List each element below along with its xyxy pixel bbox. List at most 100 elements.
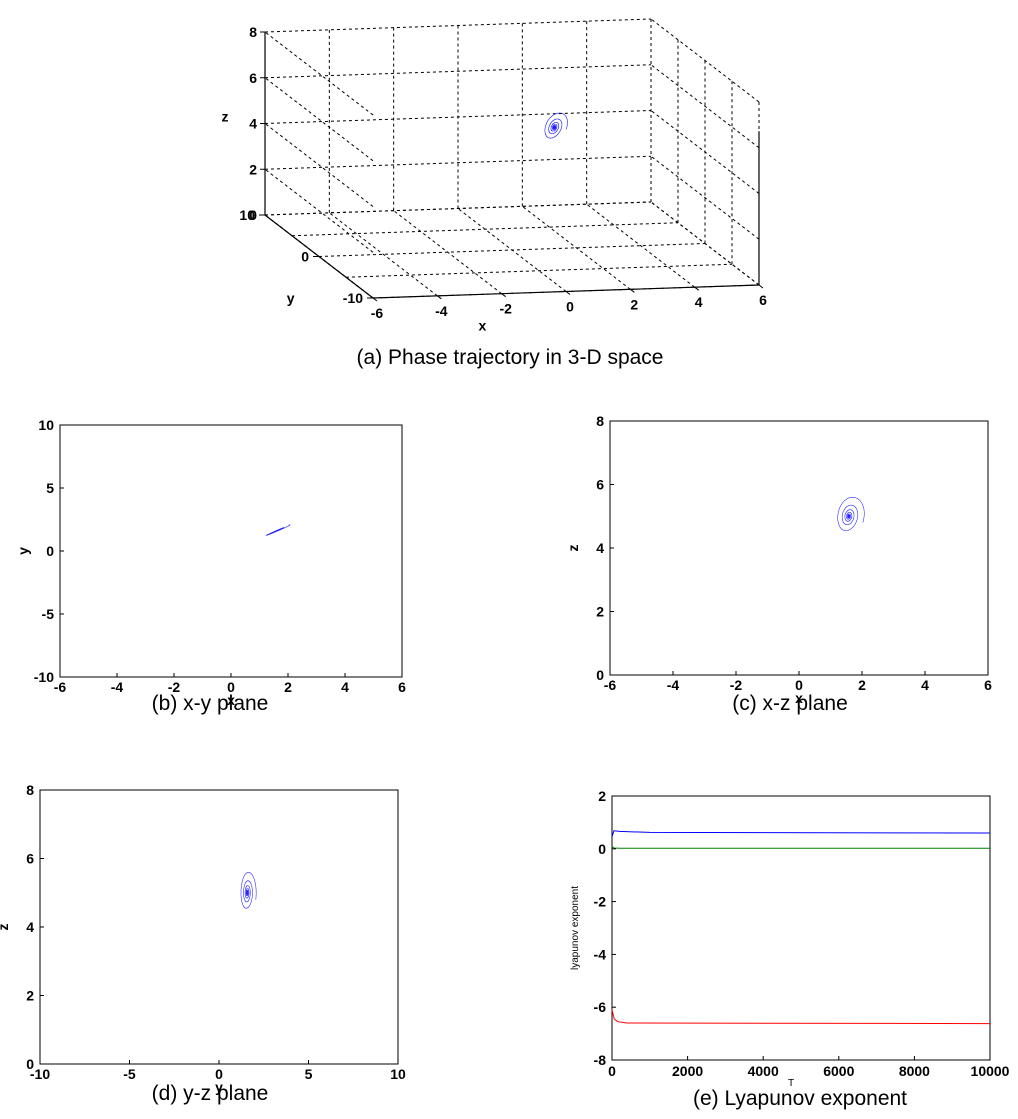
left-wall-grid-line xyxy=(264,123,374,207)
x-tick-label: -6 xyxy=(54,679,67,695)
floor-grid-line xyxy=(586,203,695,288)
plot-frame xyxy=(39,789,399,1065)
plot-frame xyxy=(59,424,403,678)
y-tick-label: 0 xyxy=(596,667,604,683)
x-tick-label: -4 xyxy=(435,303,448,319)
y-axis-label: lyapunov exponent xyxy=(570,886,581,970)
y-tick-label: 2 xyxy=(596,604,604,620)
chart-b-xy: -6 -4 -2 0 2 4 6 -10 -5 0 5 10 x y xyxy=(15,417,406,708)
x-tick-mark xyxy=(372,297,378,302)
y-tick-label: 4 xyxy=(596,540,604,556)
y-tick-label: 6 xyxy=(596,477,604,493)
y-tick-label: 2 xyxy=(26,988,34,1004)
z-tick-label: 4 xyxy=(249,116,257,132)
side-wall-grid-line xyxy=(650,110,760,194)
chart-e-lyapunov: 0 2000 4000 6000 8000 10000 -8 -6 -4 -2 0 2 Tlyapuno… xyxy=(570,788,1010,1089)
panel-b: -6 -4 -2 0 2 4 6 -10 -5 0 5 10 x y xyxy=(0,395,440,708)
x-tick-label: -6 xyxy=(371,305,384,321)
x-tick-label: -4 xyxy=(111,679,124,695)
caption-c: (c) x-z plane xyxy=(732,692,848,715)
x-tick-label: 2 xyxy=(284,679,292,695)
z-tick-label: 6 xyxy=(249,70,257,86)
x-tick-label: 4000 xyxy=(748,1063,779,1079)
left-wall-grid-line xyxy=(264,77,374,162)
x-tick-label: -2 xyxy=(730,677,743,693)
x-tick-label: 10 xyxy=(390,1066,406,1082)
lyapunov-series-2 xyxy=(611,845,990,849)
y-tick-label: -10 xyxy=(343,290,363,306)
plot-frame xyxy=(611,795,991,1061)
panel-d: -10 -5 0 5 10 0 2 4 6 8 y z xyxy=(0,770,440,1095)
side-wall-grid-line xyxy=(650,155,760,240)
caption-b: (b) x-y plane xyxy=(151,692,269,715)
x-tick-label: 2 xyxy=(630,296,638,312)
x-tick-label: 2 xyxy=(858,677,866,693)
x-tick-mark xyxy=(694,286,699,291)
floor-grid-line xyxy=(318,243,706,257)
x-tick-label: -5 xyxy=(123,1066,136,1082)
x-tick-label: 10000 xyxy=(971,1063,1010,1079)
z-tick-label: 8 xyxy=(249,24,257,40)
x-tick-label: 2000 xyxy=(672,1063,703,1079)
lyapunov-series-1 xyxy=(611,830,991,838)
floor-grid-line xyxy=(291,222,679,237)
x-axis-label: x xyxy=(478,317,486,333)
x-tick-label: -2 xyxy=(499,301,512,317)
x-tick-label: 0 xyxy=(608,1063,616,1079)
y-tick-label: 10 xyxy=(38,417,54,433)
side-wall-grid-line xyxy=(650,18,760,103)
chart-c-xz: -6 -4 -2 0 2 4 6 0 2 4 6 8 x z xyxy=(565,413,992,706)
x-tick-label: -2 xyxy=(168,679,181,695)
y-tick-label: -6 xyxy=(594,999,607,1015)
y-tick-label: -10 xyxy=(34,669,54,685)
y-axis-label: z xyxy=(565,545,581,552)
y-tick-label: -5 xyxy=(42,606,55,622)
x-tick-label: 5 xyxy=(305,1066,313,1082)
y-tick-label: 4 xyxy=(26,919,34,935)
y-axis-label: z xyxy=(0,924,11,931)
back-wall-grid-line xyxy=(264,64,652,79)
x-axis-label: y xyxy=(215,1079,223,1095)
floor-grid-line xyxy=(345,263,733,278)
y-tick-label: -4 xyxy=(594,946,607,962)
trajectory-series xyxy=(265,524,291,536)
x-tick-label: 0 xyxy=(566,299,574,315)
x-tick-label: 4 xyxy=(695,294,703,310)
x-tick-label: 4 xyxy=(341,679,349,695)
side-wall-grid-line xyxy=(650,64,760,149)
y-tick-label: 0 xyxy=(26,1056,34,1072)
back-wall-grid-line xyxy=(264,155,652,170)
y-tick-label: 8 xyxy=(26,782,34,798)
y-axis-label: y xyxy=(287,290,295,306)
y-axis-label: y xyxy=(15,547,31,555)
z-tick-label: 2 xyxy=(249,161,257,177)
x-tick-mark xyxy=(758,284,764,289)
y-tick-label: 6 xyxy=(26,851,34,867)
x-tick-mark xyxy=(565,291,571,295)
x-tick-label: 6 xyxy=(398,679,406,695)
y-tick-label: 0 xyxy=(46,543,54,559)
back-wall-grid-line xyxy=(264,110,652,124)
floor-grid-line xyxy=(522,205,631,290)
floor-grid-line xyxy=(329,212,438,297)
y-tick-label: 5 xyxy=(46,480,54,496)
x-tick-label: 4 xyxy=(921,677,929,693)
y-tick-label: -8 xyxy=(594,1052,607,1068)
x-tick-mark xyxy=(437,295,442,300)
back-wall-grid-line xyxy=(264,201,652,216)
y-tick-label: 0 xyxy=(301,249,309,265)
z-axis-label: z xyxy=(222,109,229,125)
x-tick-label: -6 xyxy=(604,677,617,693)
x-tick-mark xyxy=(630,288,635,293)
x-tick-label: 8000 xyxy=(899,1063,930,1079)
caption-d: (d) y-z plane xyxy=(151,1082,269,1105)
z-tick-label: 0 xyxy=(249,207,257,223)
x-tick-label: 0 xyxy=(795,677,803,693)
y-tick-label: 10 xyxy=(239,207,255,223)
caption-a: (a) Phase trajectory in 3-D space xyxy=(356,346,664,369)
trajectory-series-3d xyxy=(544,112,568,139)
y-tick-label: 2 xyxy=(598,788,606,804)
x-axis-label: x xyxy=(795,690,803,706)
x-tick-label: 0 xyxy=(215,1066,223,1082)
